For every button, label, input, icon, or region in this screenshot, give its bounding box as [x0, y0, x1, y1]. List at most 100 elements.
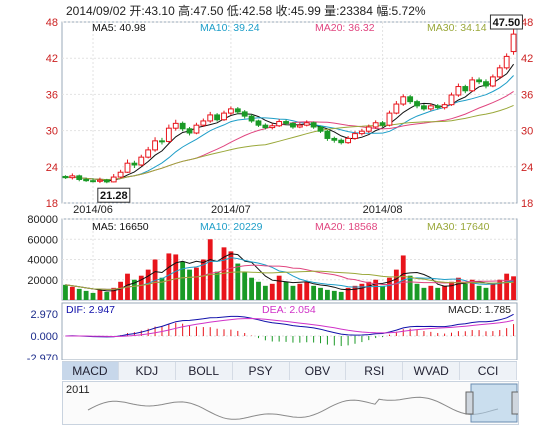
x-tick-label: 2014/06	[73, 204, 113, 216]
price-y-tick-label-right: 24	[521, 162, 533, 174]
candle	[62, 175, 69, 179]
candle	[186, 126, 193, 136]
volume-bar	[421, 287, 427, 300]
volume-bar	[138, 275, 144, 300]
volume-bar	[180, 261, 186, 300]
tab-macd[interactable]: MACD	[62, 362, 119, 380]
volume-bar	[242, 271, 248, 300]
candle-body	[62, 175, 69, 179]
overview-drag-handle[interactable]	[465, 391, 474, 415]
candle	[483, 79, 489, 89]
candle	[448, 92, 455, 106]
volume-bar	[469, 279, 475, 300]
candle-body	[234, 108, 241, 113]
candle-body	[434, 105, 441, 109]
candle-body	[152, 140, 158, 151]
candle	[165, 124, 172, 143]
overview-navigator[interactable]: 2011	[62, 381, 519, 425]
volume-bar	[269, 283, 275, 300]
candle	[441, 102, 448, 110]
volume-bar	[214, 271, 220, 300]
volume-bar	[194, 267, 199, 300]
candle	[124, 159, 131, 173]
tab-obv[interactable]: OBV	[290, 362, 347, 380]
candle-body	[207, 114, 214, 122]
candle-body	[462, 86, 469, 92]
volume-bar	[511, 276, 516, 300]
candle-body	[200, 120, 207, 126]
candle-body	[379, 122, 386, 126]
price-ma30-line	[65, 104, 514, 181]
volume-panel	[61, 218, 518, 301]
volume-y-tick-label: 80000	[27, 214, 58, 226]
tab-boll[interactable]: BOLL	[176, 362, 233, 380]
overview-drag-handle[interactable]	[511, 391, 518, 415]
candle-body	[172, 122, 179, 129]
overview-window[interactable]	[470, 383, 518, 423]
tab-wvad[interactable]: WVAD	[403, 362, 461, 380]
candle-body	[131, 162, 138, 166]
candle	[407, 95, 414, 105]
candle	[365, 124, 372, 134]
volume-bar	[90, 292, 96, 300]
volume-bar	[83, 290, 89, 300]
candle-body	[303, 122, 310, 126]
candle-body	[269, 125, 276, 129]
volume-bar	[387, 277, 392, 300]
price-y-tick-label-right: 36	[521, 89, 533, 101]
candle	[269, 123, 276, 130]
volume-bar	[228, 251, 234, 300]
tab-rsi[interactable]: RSI	[346, 362, 404, 380]
price-y-tick-label: 42	[46, 53, 58, 65]
candle	[221, 110, 227, 121]
volume-bar	[462, 283, 468, 300]
candle-body	[483, 81, 489, 87]
candle	[290, 122, 296, 129]
price-y-tick-label-right: 42	[521, 53, 533, 65]
candle	[503, 53, 510, 70]
candle	[283, 119, 289, 126]
candle	[262, 123, 269, 130]
candle	[386, 110, 393, 127]
price-y-tick-label: 48	[46, 17, 58, 29]
macd-legend-entry: DEA: 2.054	[262, 304, 316, 316]
volume-y-tick-label: 20000	[27, 275, 58, 287]
tab-cci[interactable]: CCI	[460, 362, 517, 380]
volume-bar	[455, 277, 461, 300]
candle	[117, 169, 124, 179]
candle	[421, 104, 427, 111]
candle	[358, 128, 365, 136]
price-y-tick-label: 18	[46, 198, 58, 210]
volume-bar	[311, 285, 317, 300]
stock-chart: 48 48 42 42 36 36 30 30 24 24 18 18 2014/06 2014/07 20…	[27, 14, 533, 360]
volume-legend-entry: MA30: 17640	[427, 221, 490, 233]
price-panel	[61, 21, 518, 204]
candle-body	[455, 86, 462, 96]
volume-bar	[400, 255, 406, 300]
candle	[317, 125, 324, 134]
volume-bar	[428, 285, 434, 300]
macd-panel	[61, 302, 518, 360]
price-y-tick-label: 24	[46, 162, 58, 174]
price-annotation-label: 47.50	[493, 17, 521, 29]
volume-bar	[380, 285, 385, 300]
candle	[145, 146, 152, 159]
volume-bar	[118, 281, 124, 300]
volume-bar	[504, 273, 510, 300]
candle-body	[476, 79, 482, 83]
candle	[179, 121, 186, 132]
tab-kdj[interactable]: KDJ	[119, 362, 176, 380]
candle-body	[117, 171, 124, 178]
candle-body	[97, 179, 103, 182]
candle	[193, 122, 200, 135]
volume-bar	[63, 284, 68, 300]
candle-body	[421, 105, 427, 110]
tab-psy[interactable]: PSY	[233, 362, 290, 380]
candle-body	[83, 178, 90, 182]
macd-y-tick-label: -2.970	[27, 353, 58, 360]
candle-body	[110, 176, 117, 183]
candle	[476, 77, 482, 85]
overview-sparkline	[87, 396, 499, 420]
candle-body	[448, 94, 455, 106]
candle	[138, 154, 145, 167]
